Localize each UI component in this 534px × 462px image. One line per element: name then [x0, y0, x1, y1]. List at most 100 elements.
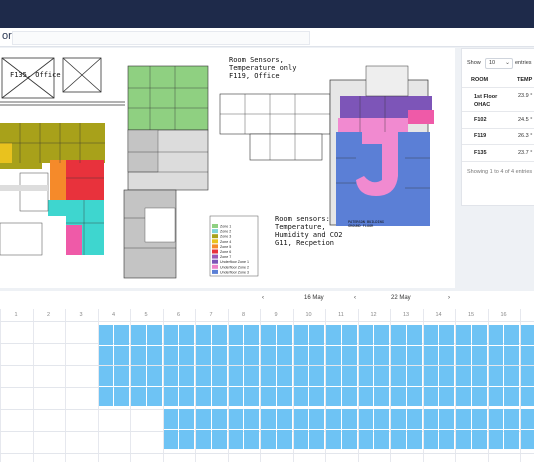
schedule-cell[interactable]: [521, 366, 534, 386]
schedule-cell[interactable]: [309, 409, 324, 429]
schedule-cell[interactable]: [211, 386, 227, 406]
column-header-temp[interactable]: TEMP: [517, 77, 533, 83]
schedule-cell[interactable]: [326, 366, 341, 386]
schedule-cell[interactable]: [521, 386, 534, 406]
schedule-cell[interactable]: [196, 345, 211, 365]
schedule-cell[interactable]: [179, 325, 194, 345]
schedule-cell[interactable]: [309, 345, 324, 365]
schedule-cell[interactable]: [179, 429, 194, 449]
schedule-cell[interactable]: [488, 429, 504, 449]
schedule-cell[interactable]: [228, 409, 244, 429]
schedule-cell[interactable]: [163, 325, 179, 345]
schedule-cell[interactable]: [196, 429, 211, 449]
schedule-cell[interactable]: [261, 325, 276, 345]
schedule-cell[interactable]: [211, 345, 227, 365]
schedule-cell[interactable]: [244, 325, 259, 345]
schedule-cell[interactable]: [406, 325, 422, 345]
schedule-cell[interactable]: [98, 386, 114, 406]
schedule-cell[interactable]: [163, 409, 179, 429]
schedule-cell[interactable]: [261, 366, 276, 386]
schedule-cell[interactable]: [456, 409, 471, 429]
schedule-cell[interactable]: [358, 325, 374, 345]
schedule-cell[interactable]: [196, 386, 211, 406]
schedule-cell[interactable]: [163, 386, 179, 406]
schedule-cell[interactable]: [439, 366, 454, 386]
schedule-cell[interactable]: [163, 429, 179, 449]
schedule-cell[interactable]: [439, 386, 454, 406]
schedule-cell[interactable]: [341, 345, 357, 365]
schedule-cell[interactable]: [439, 325, 454, 345]
schedule-cell[interactable]: [293, 366, 309, 386]
schedule-cell[interactable]: [521, 345, 534, 365]
schedule-cell[interactable]: [326, 429, 341, 449]
chevron-left-icon[interactable]: ‹: [262, 295, 264, 301]
schedule-cell[interactable]: [244, 366, 259, 386]
schedule-cell[interactable]: [261, 429, 276, 449]
schedule-cell[interactable]: [179, 386, 194, 406]
schedule-cell[interactable]: [146, 325, 162, 345]
schedule-cell[interactable]: [358, 429, 374, 449]
schedule-cell[interactable]: [391, 366, 406, 386]
schedule-cell[interactable]: [423, 409, 439, 429]
schedule-cell[interactable]: [326, 386, 341, 406]
schedule-cell[interactable]: [341, 325, 357, 345]
schedule-cell[interactable]: [521, 325, 534, 345]
schedule-cell[interactable]: [391, 386, 406, 406]
schedule-cell[interactable]: [244, 429, 259, 449]
schedule-cell[interactable]: [504, 366, 519, 386]
schedule-cell[interactable]: [423, 429, 439, 449]
schedule-cell[interactable]: [423, 325, 439, 345]
schedule-cell[interactable]: [228, 325, 244, 345]
schedule-cell[interactable]: [456, 345, 471, 365]
schedule-cell[interactable]: [391, 325, 406, 345]
schedule-cell[interactable]: [521, 429, 534, 449]
schedule-cell[interactable]: [211, 325, 227, 345]
schedule-cell[interactable]: [471, 345, 487, 365]
schedule-cell[interactable]: [114, 325, 129, 345]
schedule-cell[interactable]: [488, 409, 504, 429]
schedule-cell[interactable]: [163, 366, 179, 386]
title-field[interactable]: [12, 31, 310, 45]
schedule-cell[interactable]: [276, 366, 292, 386]
schedule-cell[interactable]: [293, 325, 309, 345]
schedule-cell[interactable]: [196, 366, 211, 386]
schedule-cell[interactable]: [276, 429, 292, 449]
schedule-cell[interactable]: [244, 386, 259, 406]
schedule-cell[interactable]: [374, 366, 389, 386]
schedule-cell[interactable]: [276, 325, 292, 345]
schedule-cell[interactable]: [326, 409, 341, 429]
schedule-cell[interactable]: [341, 366, 357, 386]
schedule-cell[interactable]: [179, 366, 194, 386]
schedule-cell[interactable]: [374, 386, 389, 406]
schedule-cell[interactable]: [276, 386, 292, 406]
schedule-cell[interactable]: [471, 429, 487, 449]
schedule-cell[interactable]: [276, 409, 292, 429]
schedule-cell[interactable]: [261, 345, 276, 365]
schedule-cell[interactable]: [131, 366, 146, 386]
schedule-cell[interactable]: [423, 386, 439, 406]
schedule-cell[interactable]: [131, 386, 146, 406]
schedule-cell[interactable]: [374, 345, 389, 365]
entries-select[interactable]: 10 ⌄: [485, 58, 513, 69]
schedule-cell[interactable]: [456, 325, 471, 345]
schedule-cell[interactable]: [98, 345, 114, 365]
schedule-cell[interactable]: [358, 345, 374, 365]
schedule-cell[interactable]: [114, 366, 129, 386]
schedule-cell[interactable]: [374, 325, 389, 345]
schedule-cell[interactable]: [358, 409, 374, 429]
schedule-cell[interactable]: [439, 345, 454, 365]
schedule-cell[interactable]: [309, 366, 324, 386]
schedule-cell[interactable]: [114, 386, 129, 406]
schedule-cell[interactable]: [391, 429, 406, 449]
schedule-cell[interactable]: [163, 345, 179, 365]
schedule-cell[interactable]: [521, 409, 534, 429]
schedule-cell[interactable]: [211, 366, 227, 386]
schedule-cell[interactable]: [471, 386, 487, 406]
schedule-cell[interactable]: [326, 345, 341, 365]
schedule-cell[interactable]: [456, 386, 471, 406]
schedule-cell[interactable]: [196, 409, 211, 429]
schedule-cell[interactable]: [341, 386, 357, 406]
schedule-cell[interactable]: [456, 429, 471, 449]
schedule-cell[interactable]: [146, 345, 162, 365]
schedule-cell[interactable]: [228, 345, 244, 365]
